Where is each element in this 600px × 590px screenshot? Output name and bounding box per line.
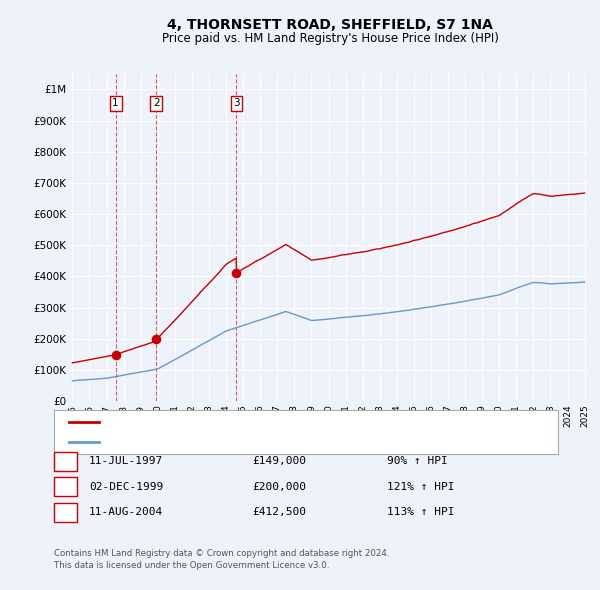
- Text: 90% ↑ HPI: 90% ↑ HPI: [387, 457, 448, 466]
- Text: 2: 2: [62, 482, 69, 491]
- Point: [232, 268, 241, 277]
- Point: [152, 334, 161, 343]
- Text: £200,000: £200,000: [252, 482, 306, 491]
- Text: 3: 3: [233, 98, 240, 108]
- Text: 11-JUL-1997: 11-JUL-1997: [89, 457, 163, 466]
- Text: HPI: Average price, detached house, Sheffield: HPI: Average price, detached house, Shef…: [105, 437, 329, 447]
- Text: 4, THORNSETT ROAD, SHEFFIELD, S7 1NA: 4, THORNSETT ROAD, SHEFFIELD, S7 1NA: [167, 18, 493, 32]
- Text: 4, THORNSETT ROAD, SHEFFIELD, S7 1NA (detached house): 4, THORNSETT ROAD, SHEFFIELD, S7 1NA (de…: [105, 418, 398, 427]
- Text: 113% ↑ HPI: 113% ↑ HPI: [387, 507, 455, 517]
- Text: This data is licensed under the Open Government Licence v3.0.: This data is licensed under the Open Gov…: [54, 560, 329, 570]
- Text: Price paid vs. HM Land Registry's House Price Index (HPI): Price paid vs. HM Land Registry's House …: [161, 32, 499, 45]
- Text: 1: 1: [62, 457, 69, 466]
- Point: [111, 350, 121, 359]
- Text: £412,500: £412,500: [252, 507, 306, 517]
- Text: 2: 2: [153, 98, 160, 108]
- Text: 02-DEC-1999: 02-DEC-1999: [89, 482, 163, 491]
- Text: 121% ↑ HPI: 121% ↑ HPI: [387, 482, 455, 491]
- Text: £149,000: £149,000: [252, 457, 306, 466]
- Text: 3: 3: [62, 507, 69, 517]
- Text: Contains HM Land Registry data © Crown copyright and database right 2024.: Contains HM Land Registry data © Crown c…: [54, 549, 389, 558]
- Text: 11-AUG-2004: 11-AUG-2004: [89, 507, 163, 517]
- Text: 1: 1: [112, 98, 119, 108]
